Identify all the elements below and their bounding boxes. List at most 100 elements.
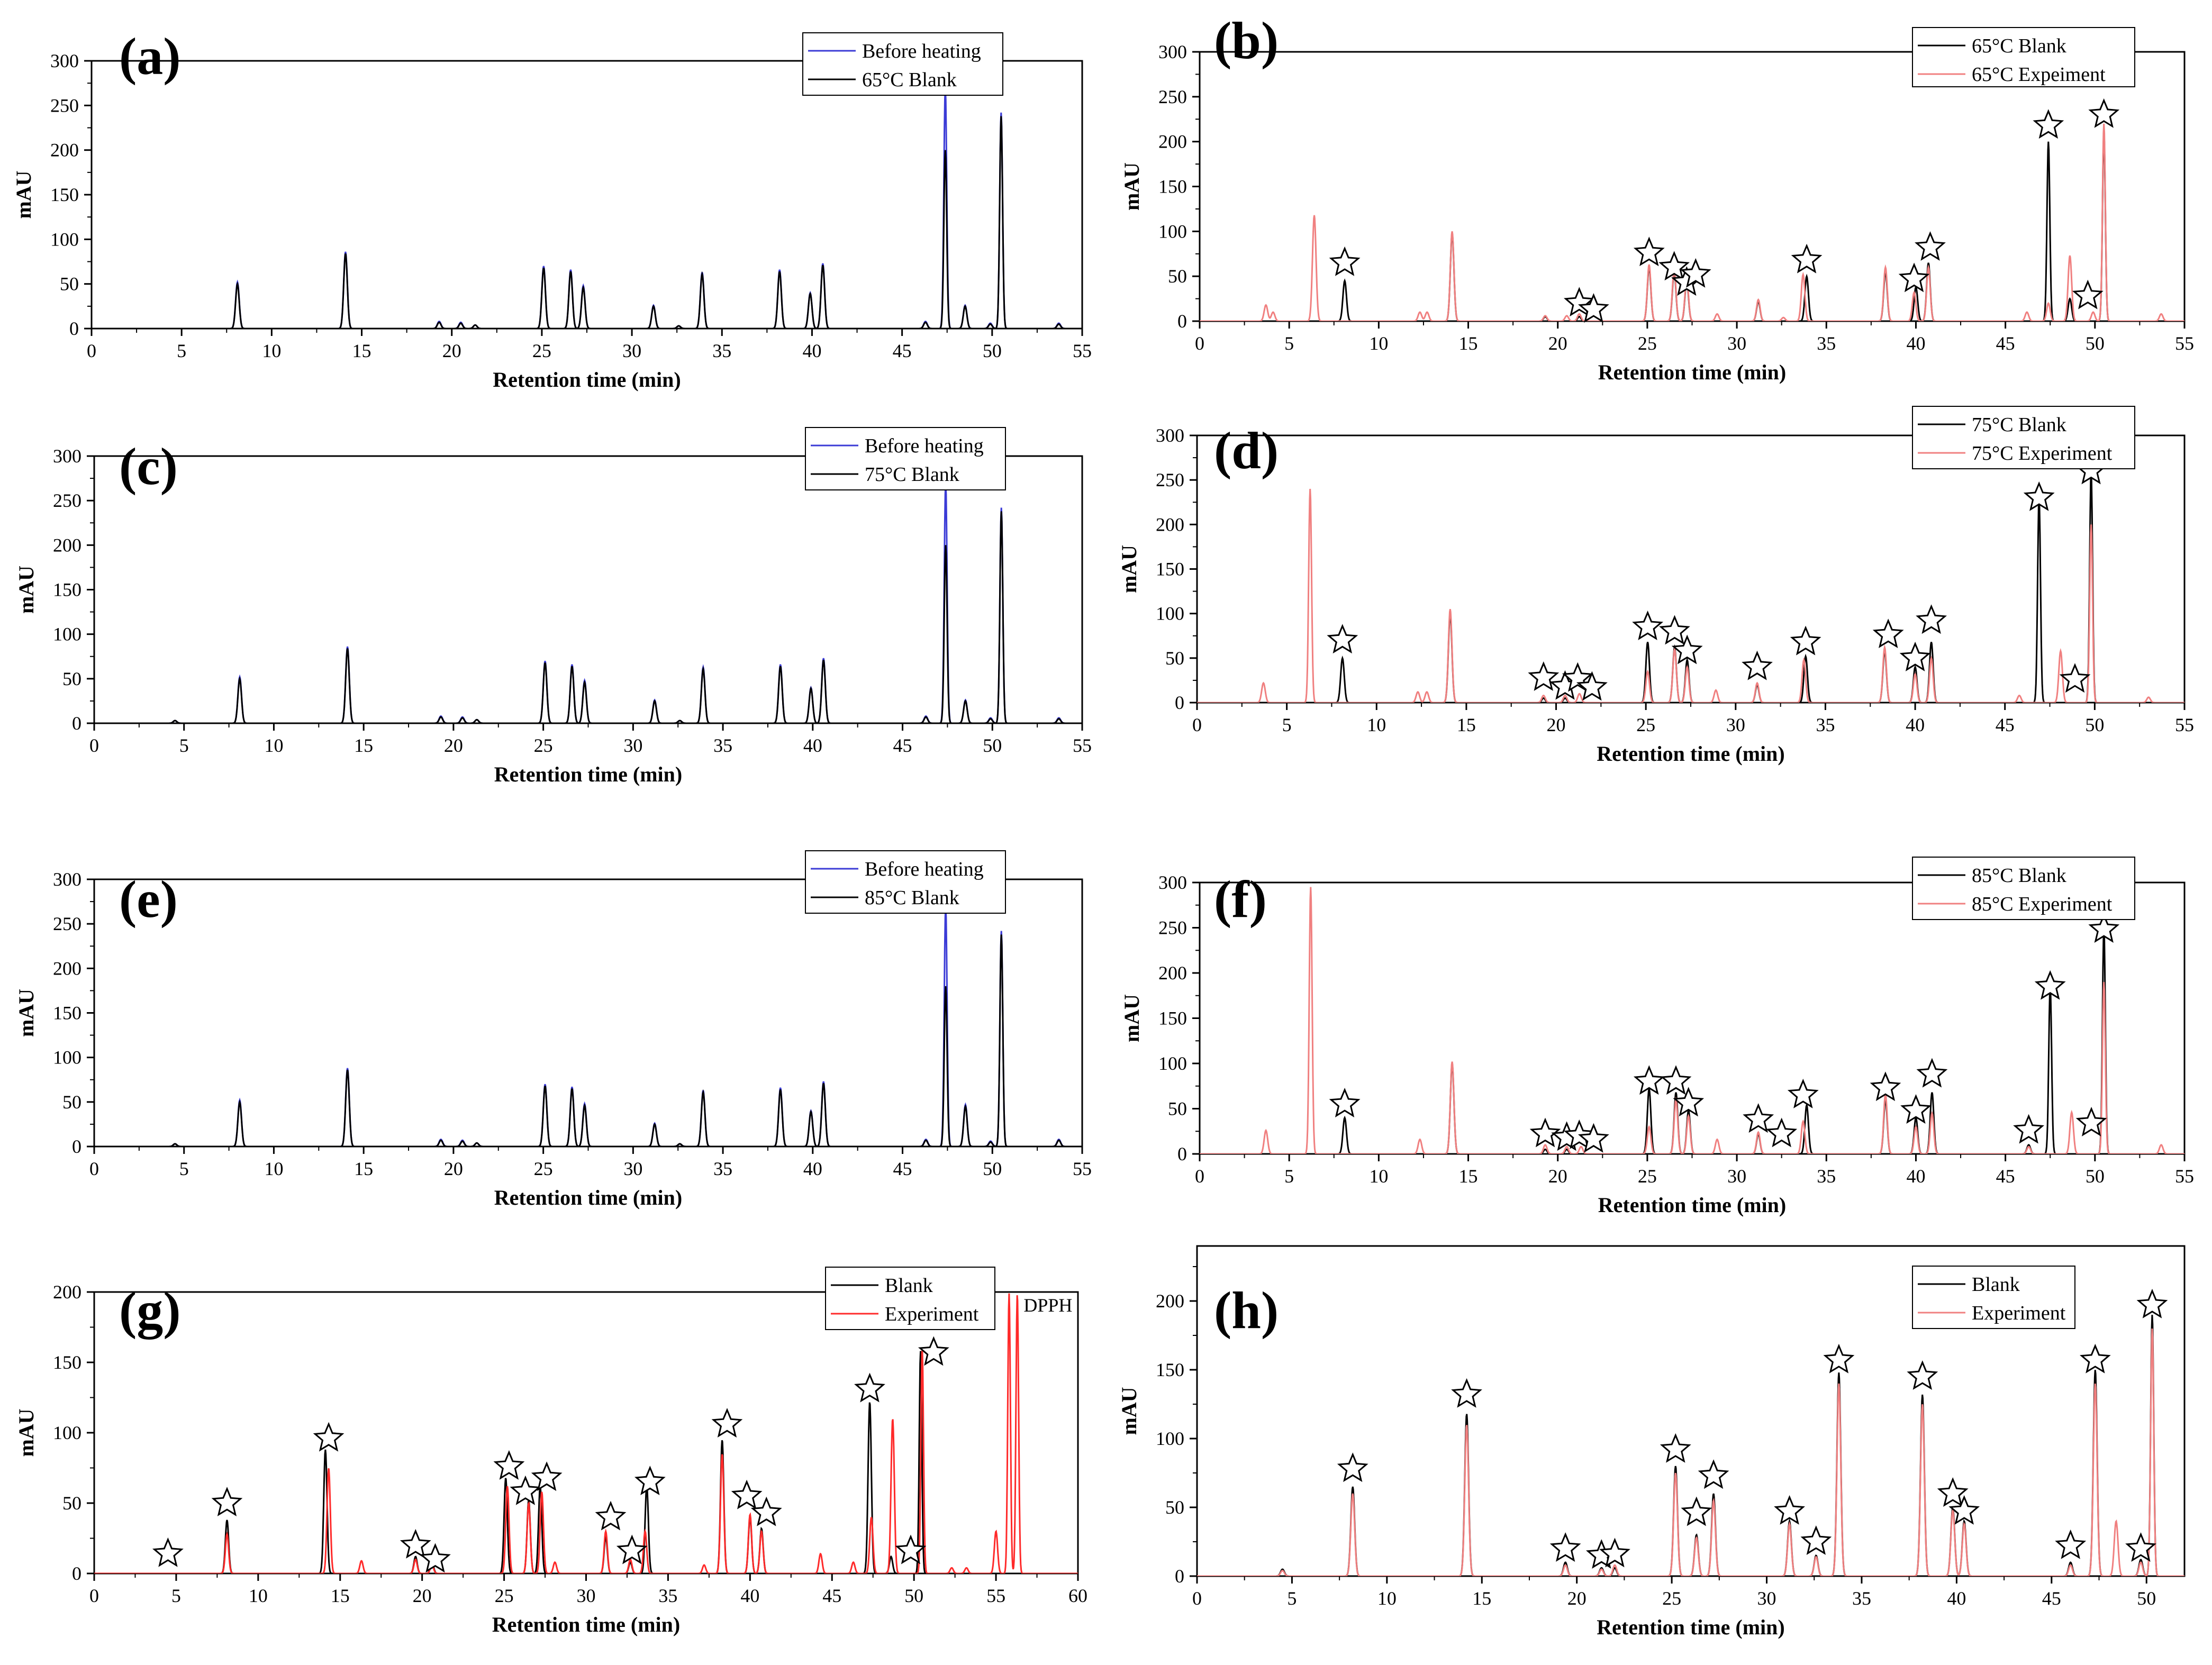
- star-marker: [1800, 1525, 1832, 1555]
- y-tick-label: 250: [53, 913, 81, 934]
- y-tick-label: 200: [53, 534, 81, 556]
- y-tick-label: 250: [50, 95, 79, 116]
- x-tick-label: 40: [1906, 1166, 1925, 1187]
- star-marker: [1900, 1094, 1932, 1124]
- x-tick-label: 35: [712, 340, 731, 361]
- y-tick-label: 0: [72, 1136, 81, 1157]
- legend-entry: 85°C Experiment: [1972, 893, 2113, 915]
- x-tick-label: 45: [893, 1158, 912, 1179]
- star-marker: [918, 1336, 949, 1366]
- y-tick-label: 200: [1156, 1290, 1184, 1312]
- legend-entry: Blank: [885, 1275, 933, 1297]
- x-tick-label: 15: [354, 735, 373, 756]
- x-tick-label: 10: [262, 340, 281, 361]
- y-tick-label: 100: [1158, 221, 1187, 242]
- x-tick-label: 20: [1567, 1588, 1587, 1609]
- panel-label: (b): [1214, 11, 1279, 70]
- x-tick-label: 40: [740, 1585, 759, 1606]
- star-marker: [1578, 293, 1609, 323]
- x-tick-label: 55: [1073, 735, 1092, 756]
- star-marker: [1743, 1103, 1774, 1133]
- y-tick-label: 200: [53, 958, 81, 979]
- x-tick-label: 0: [1195, 1166, 1204, 1187]
- series-line-2: [1200, 123, 2184, 321]
- y-tick-label: 0: [1177, 311, 1187, 332]
- y-tick-label: 100: [1156, 603, 1184, 624]
- star-marker: [2125, 1532, 2156, 1562]
- x-tick-label: 50: [2137, 1588, 2156, 1609]
- star-marker: [2013, 1114, 2045, 1144]
- x-tick-label: 45: [2042, 1588, 2061, 1609]
- x-tick-label: 10: [264, 1158, 283, 1179]
- x-tick-label: 10: [249, 1585, 268, 1606]
- y-axis-title: mAU: [14, 1408, 38, 1457]
- star-marker: [2055, 1529, 2087, 1559]
- y-tick-label: 250: [1158, 86, 1187, 107]
- x-tick-label: 15: [1457, 714, 1476, 735]
- x-tick-label: 5: [1287, 1588, 1297, 1609]
- x-axis-title: Retention time (min): [494, 1186, 682, 1209]
- legend-box: [1912, 1266, 2075, 1329]
- x-tick-label: 0: [1192, 1588, 1202, 1609]
- series-line-1: [1197, 1315, 2184, 1576]
- panel-label: (e): [119, 870, 178, 929]
- x-tick-label: 0: [1195, 333, 1204, 354]
- star-marker: [1898, 262, 1930, 293]
- x-tick-label: 35: [658, 1585, 677, 1606]
- series-line-2: [94, 1293, 1078, 1573]
- x-tick-label: 15: [1472, 1588, 1491, 1609]
- chart-panel-e: 0 5 10 15 20 25 30 35 40 45 50 55 0 50 100 150 200 250 300…: [14, 850, 1092, 1209]
- panel-label: (c): [119, 437, 178, 496]
- x-tick-label: 20: [413, 1585, 432, 1606]
- x-tick-label: 55: [1073, 1158, 1092, 1179]
- x-tick-label: 55: [1073, 340, 1092, 361]
- star-marker: [152, 1537, 184, 1567]
- star-marker: [2059, 663, 2091, 693]
- y-tick-label: 50: [62, 668, 81, 689]
- y-tick-label: 150: [53, 1352, 81, 1373]
- star-marker: [400, 1528, 431, 1559]
- star-marker: [1671, 634, 1703, 665]
- y-tick-label: 250: [1156, 469, 1184, 490]
- x-axis-title: Retention time (min): [1597, 742, 1784, 766]
- x-tick-label: 45: [822, 1585, 841, 1606]
- y-tick-label: 50: [1168, 1098, 1187, 1120]
- series-line-2: [92, 116, 1082, 329]
- x-tick-label: 5: [179, 735, 189, 756]
- star-marker: [1329, 246, 1361, 276]
- x-tick-label: 15: [354, 1158, 373, 1179]
- star-marker: [2088, 913, 2120, 943]
- annotation-label: DPPH: [1023, 1295, 1072, 1316]
- x-axis-title: Retention time (min): [1597, 1615, 1784, 1639]
- star-marker: [711, 1408, 743, 1438]
- star-marker: [731, 1479, 763, 1509]
- x-tick-label: 50: [904, 1585, 923, 1606]
- plot-frame: [93, 455, 1083, 724]
- x-tick-label: 35: [1817, 1166, 1836, 1187]
- star-marker: [2034, 970, 2066, 1000]
- x-tick-label: 10: [264, 735, 283, 756]
- star-marker: [1948, 1495, 1980, 1525]
- y-axis-title: mAU: [1117, 545, 1141, 593]
- legend-entry: 75°C Blank: [865, 463, 959, 486]
- legend-entry: Before heating: [865, 858, 984, 880]
- legend-box: [1912, 27, 2135, 87]
- y-tick-label: 0: [1175, 1566, 1184, 1587]
- x-tick-label: 5: [1284, 1166, 1294, 1187]
- chart-panel-c: 0 5 10 15 20 25 30 35 40 45 50 55 0 50 100 150 200 250 300…: [14, 427, 1092, 786]
- star-marker: [1680, 258, 1711, 288]
- y-tick-label: 100: [50, 229, 79, 250]
- legend-entry: Before heating: [862, 40, 981, 62]
- x-tick-label: 0: [87, 340, 96, 361]
- x-tick-label: 25: [1638, 1166, 1657, 1187]
- star-marker: [1916, 1058, 1948, 1088]
- star-marker: [1549, 1532, 1581, 1562]
- x-tick-label: 10: [1369, 1166, 1388, 1187]
- star-marker: [1632, 610, 1664, 640]
- x-tick-label: 55: [2175, 714, 2194, 735]
- y-tick-label: 50: [1165, 1497, 1184, 1518]
- x-tick-label: 20: [444, 735, 463, 756]
- star-marker: [854, 1372, 885, 1403]
- y-tick-label: 150: [1156, 559, 1184, 580]
- star-marker: [1660, 1065, 1692, 1095]
